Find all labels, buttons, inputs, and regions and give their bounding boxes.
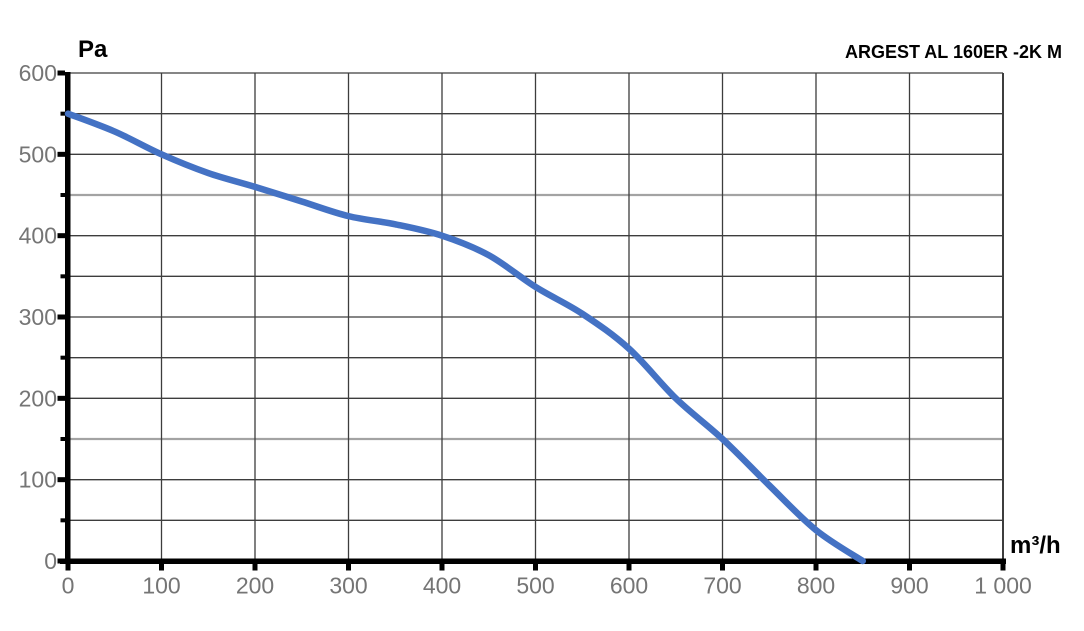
x-tick-100 xyxy=(159,563,164,571)
x-axis-unit-label: m³/h xyxy=(1010,532,1061,559)
y-tick-0 xyxy=(57,558,65,564)
x-tick-1000 xyxy=(1000,563,1006,571)
x-tick-label-200: 200 xyxy=(236,573,274,599)
x-tick-label-600: 600 xyxy=(610,573,648,599)
x-tick-label-800: 800 xyxy=(797,573,835,599)
x-tick-900 xyxy=(907,563,912,571)
y-tick-500 xyxy=(57,151,65,157)
tick-marks xyxy=(57,70,1006,571)
gridlines xyxy=(68,72,1004,561)
y-axis-unit-label: Pa xyxy=(78,36,108,63)
y-tick-150 xyxy=(60,437,65,441)
y-tick-600 xyxy=(57,70,65,76)
y-tick-550 xyxy=(60,111,65,116)
x-tick-label-300: 300 xyxy=(329,573,367,599)
x-tick-0 xyxy=(65,563,71,571)
y-tick-300 xyxy=(57,314,65,320)
x-tick-700 xyxy=(720,563,725,571)
x-tick-500 xyxy=(533,563,538,571)
x-tick-label-900: 900 xyxy=(890,573,928,599)
x-tick-label-100: 100 xyxy=(142,573,180,599)
y-tick-50 xyxy=(60,518,65,523)
y-tick-200 xyxy=(57,395,65,401)
x-tick-300 xyxy=(346,563,351,571)
chart-title: ARGEST AL 160ER -2K M xyxy=(845,42,1062,62)
y-tick-label-500: 500 xyxy=(19,141,57,167)
x-tick-label-700: 700 xyxy=(703,573,741,599)
y-tick-450 xyxy=(60,193,65,197)
axes xyxy=(60,72,1006,564)
y-tick-label-600: 600 xyxy=(19,60,57,86)
x-axis-line xyxy=(60,558,1006,564)
y-tick-label-100: 100 xyxy=(19,467,57,493)
y-tick-label-200: 200 xyxy=(19,385,57,411)
x-tick-800 xyxy=(813,563,819,571)
y-tick-label-300: 300 xyxy=(19,304,57,330)
pressure-curve xyxy=(64,110,866,565)
y-tick-label-400: 400 xyxy=(19,223,57,249)
x-tick-label-0: 0 xyxy=(62,573,75,599)
y-tick-250 xyxy=(60,355,65,360)
y-axis-line xyxy=(65,72,71,563)
y-tick-350 xyxy=(60,274,65,279)
y-tick-100 xyxy=(57,477,65,483)
x-tick-label-500: 500 xyxy=(516,573,554,599)
tick-labels: 600 500 400 300 200 100 00 100 200 300 400 500 600 70… xyxy=(19,60,1032,599)
x-tick-label-1000: 1 000 xyxy=(974,573,1032,599)
x-tick-600 xyxy=(626,563,632,571)
x-tick-200 xyxy=(252,563,258,571)
y-tick-label-0: 0 xyxy=(44,548,57,574)
x-tick-label-400: 400 xyxy=(423,573,461,599)
y-tick-400 xyxy=(57,233,65,239)
x-tick-400 xyxy=(439,563,445,571)
